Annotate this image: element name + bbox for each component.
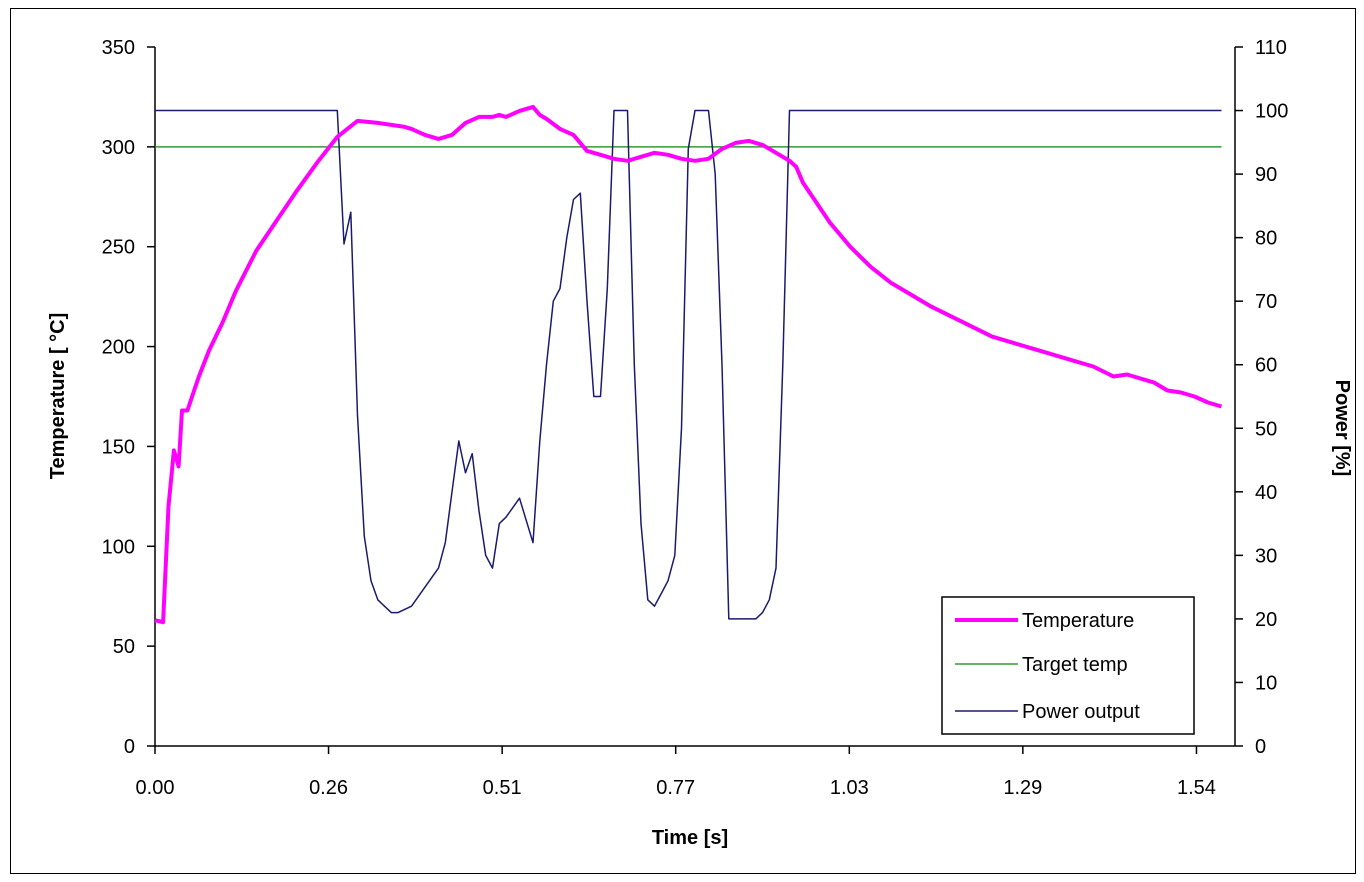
y-left-tick-label-7: 350 <box>102 37 135 59</box>
series-line-temperature <box>154 104 1223 625</box>
y-right-tick-label-8: 80 <box>1255 228 1277 250</box>
y-axis-title-left: Temperature [ °C] <box>47 313 69 480</box>
y-axis-title-right: Power [%] <box>1331 380 1353 477</box>
y-left-tick-label-2: 100 <box>102 536 135 558</box>
y-right-tick-label-1: 10 <box>1255 672 1277 694</box>
legend-label-temperature: Temperature <box>1022 610 1134 632</box>
y-right-tick-label-0: 0 <box>1255 736 1266 758</box>
y-left-tick-label-1: 50 <box>113 636 135 658</box>
y-right-tick-label-3: 30 <box>1255 545 1277 567</box>
legend-label-power-output: Power output <box>1022 701 1140 723</box>
y-right-tick-label-7: 70 <box>1255 291 1277 313</box>
x-tick-label-2: 0.51 <box>483 777 522 799</box>
x-tick-label-0: 0.00 <box>136 777 175 799</box>
y-left-tick-label-3: 150 <box>102 436 135 458</box>
y-right-tick-label-11: 110 <box>1255 37 1287 59</box>
legend-label-target-temp: Target temp <box>1022 654 1128 676</box>
y-right-tick-label-5: 50 <box>1255 418 1277 440</box>
y-left-tick-label-6: 300 <box>102 137 135 159</box>
y-left-tick-label-4: 200 <box>102 337 135 359</box>
y-right-tick-label-2: 20 <box>1255 609 1277 631</box>
x-tick-label-3: 0.77 <box>656 777 695 799</box>
x-tick-label-1: 0.26 <box>309 777 348 799</box>
y-right-tick-label-4: 40 <box>1255 482 1277 504</box>
y-right-tick-label-6: 60 <box>1255 355 1277 377</box>
x-tick-label-4: 1.03 <box>830 777 869 799</box>
series-line-power-output <box>155 109 1222 620</box>
x-tick-label-5: 1.29 <box>1003 777 1042 799</box>
x-axis-title: Time [s] <box>652 827 728 849</box>
x-tick-label-6: 1.54 <box>1177 777 1216 799</box>
y-right-tick-label-9: 90 <box>1255 164 1277 186</box>
y-right-tick-label-10: 100 <box>1255 101 1288 123</box>
y-left-tick-label-5: 250 <box>102 237 135 259</box>
y-left-tick-label-0: 0 <box>124 736 135 758</box>
